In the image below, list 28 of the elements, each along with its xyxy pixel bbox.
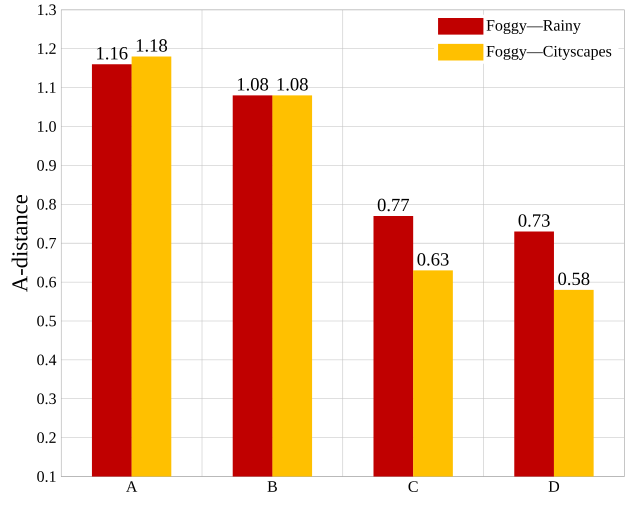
data-label: 0.73 — [518, 214, 550, 227]
y-tick-label: 0.6 — [37, 276, 56, 288]
x-tick-label: A — [126, 481, 138, 492]
y-tick-label: 0.2 — [37, 432, 56, 444]
data-label: 0.77 — [378, 198, 410, 212]
data-label: 1.08 — [278, 78, 308, 91]
data-label: 1.08 — [238, 78, 268, 91]
data-label: 1.16 — [97, 47, 128, 60]
x-tick-label: D — [548, 481, 560, 492]
legend-label: Foggy—Cityscapes — [486, 46, 612, 60]
y-tick-label: 1.0 — [38, 121, 56, 132]
y-tick-label: 0.8 — [37, 199, 56, 210]
y-axis-title: A-distance — [12, 195, 28, 292]
y-tick-label: 0.4 — [37, 354, 56, 366]
y-tick-label: 1.2 — [38, 43, 56, 54]
y-tick-label: 0.5 — [37, 316, 56, 327]
legend-label: Foggy—Rainy — [486, 20, 581, 34]
y-tick-label: 0.1 — [37, 471, 56, 482]
data-label: 1.18 — [136, 39, 168, 52]
y-tick-label: 1.3 — [38, 4, 56, 16]
data-label: 0.58 — [558, 272, 590, 286]
x-tick-label: B — [268, 481, 277, 492]
y-tick-label: 0.7 — [37, 238, 56, 249]
y-tick-label: 1.1 — [38, 82, 56, 94]
y-tick-label: 0.3 — [37, 394, 56, 404]
y-tick-label: 0.9 — [37, 160, 56, 171]
data-label: 0.63 — [417, 253, 449, 266]
x-tick-label: C — [408, 481, 418, 492]
